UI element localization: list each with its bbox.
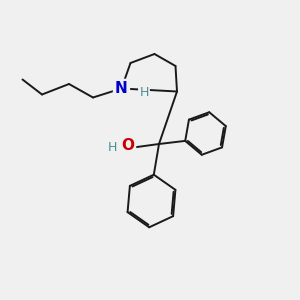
Text: O: O: [121, 138, 134, 153]
Text: N: N: [115, 81, 128, 96]
Text: H: H: [108, 141, 117, 154]
Text: H: H: [139, 86, 149, 100]
